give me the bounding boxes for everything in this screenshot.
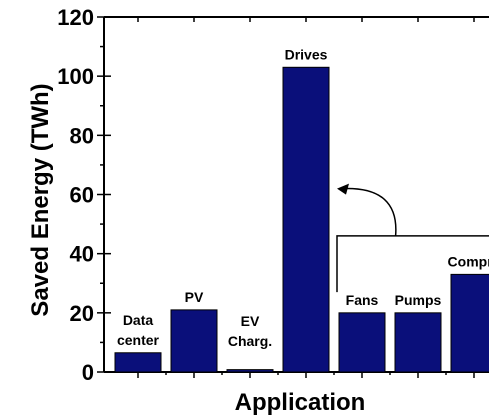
bar-label-line: Charg.: [228, 333, 272, 349]
bar-label: Data center: [117, 312, 160, 348]
group-bracket: [336, 235, 489, 293]
bar-label: Pumps: [395, 292, 442, 308]
bar: [170, 309, 218, 373]
bar-label: EV Charg.: [228, 313, 272, 349]
bar: [114, 352, 162, 373]
data-labels: Data center PV EV Charg. Drives Fans Pumps Compr…: [117, 46, 489, 349]
bar-label-line: PV: [185, 289, 204, 305]
bar-label-line: Pumps: [395, 292, 442, 308]
bar: [226, 369, 274, 373]
bar-label: Compre: [448, 253, 489, 269]
y-tick-label: 80: [70, 123, 94, 148]
y-axis: 0 20 40 60 80 100 120: [57, 5, 489, 385]
y-tick-label: 40: [70, 242, 94, 267]
bars: [114, 66, 489, 373]
y-tick-label: 60: [70, 183, 94, 208]
bar-label: PV: [185, 289, 204, 305]
y-tick-label: 120: [57, 5, 94, 30]
y-tick-label: 20: [70, 301, 94, 326]
y-axis-title: Saved Energy (TWh): [27, 83, 54, 316]
bar-label: Fans: [346, 292, 379, 308]
bar-label-line: Drives: [285, 46, 328, 62]
bar: [450, 273, 489, 373]
bar-label-line: Compre: [448, 253, 489, 269]
bar-label-line: Data: [123, 312, 154, 328]
bar: [282, 66, 330, 373]
y-tick-label: 100: [57, 64, 94, 89]
arrow-head: [337, 183, 349, 195]
bar-label: Drives: [285, 46, 328, 62]
bar: [394, 312, 442, 373]
bar-label-line: center: [117, 332, 160, 348]
y-tick-label: 0: [82, 360, 94, 385]
curved-arrow: [342, 187, 397, 236]
x-axis-title: Application: [235, 389, 366, 416]
bar-label-line: Fans: [346, 292, 379, 308]
bar-label-line: EV: [241, 313, 260, 329]
bar: [338, 312, 386, 373]
